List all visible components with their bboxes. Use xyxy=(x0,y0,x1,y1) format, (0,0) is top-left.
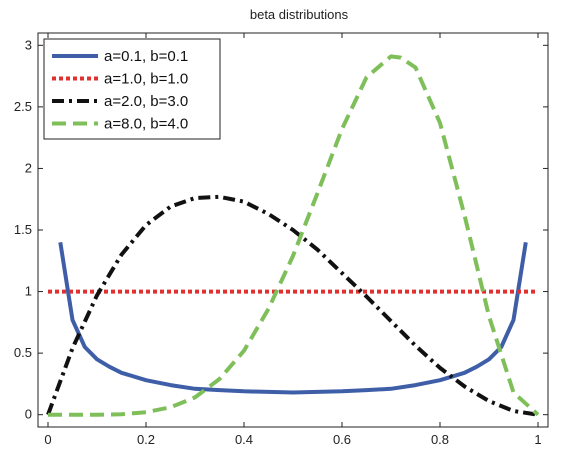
y-tick-label: 3 xyxy=(25,37,32,52)
y-tick-label: 1 xyxy=(25,284,32,299)
y-tick-label: 0 xyxy=(25,407,32,422)
legend-label-3: a=2.0, b=3.0 xyxy=(104,93,188,110)
x-tick-label: 0.6 xyxy=(333,432,351,447)
y-tick-label: 2 xyxy=(25,160,32,175)
series-line-1 xyxy=(58,241,528,395)
series-line-4 xyxy=(48,54,540,417)
y-tick-label: 0.5 xyxy=(14,345,32,360)
axis-ticks: 0 0.2 0.4 0.6 0.8 1 0 0.5 1 1.5 2 2.5 3 xyxy=(14,33,548,447)
series-line-3 xyxy=(46,194,539,417)
x-tick-label: 0.4 xyxy=(235,432,253,447)
x-tick-label: 1 xyxy=(534,432,541,447)
x-tick-label: 0.8 xyxy=(431,432,449,447)
series-layer xyxy=(46,54,540,417)
chart-title: beta distributions xyxy=(250,7,349,22)
legend-label-1: a=0.1, b=0.1 xyxy=(104,48,188,65)
x-tick-label: 0.2 xyxy=(137,432,155,447)
x-tick-label: 0 xyxy=(44,432,51,447)
legend-label-2: a=1.0, b=1.0 xyxy=(104,71,188,88)
y-tick-label: 1.5 xyxy=(14,222,32,237)
legend-label-4: a=8.0, b=4.0 xyxy=(104,116,188,133)
legend: a=0.1, b=0.1 a=1.0, b=1.0 a=2.0, b=3.0 a=8.… xyxy=(43,38,221,140)
y-tick-label: 2.5 xyxy=(14,99,32,114)
